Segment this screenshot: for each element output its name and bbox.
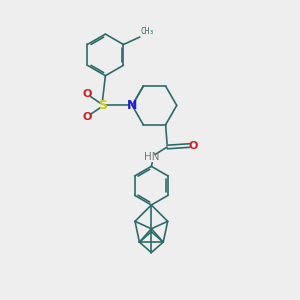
Text: S: S: [98, 99, 107, 112]
Text: O: O: [189, 140, 198, 151]
Text: HN: HN: [145, 152, 160, 162]
Text: N: N: [127, 99, 137, 112]
Text: CH₃: CH₃: [141, 28, 155, 37]
Text: O: O: [83, 88, 92, 98]
Text: O: O: [83, 112, 92, 122]
